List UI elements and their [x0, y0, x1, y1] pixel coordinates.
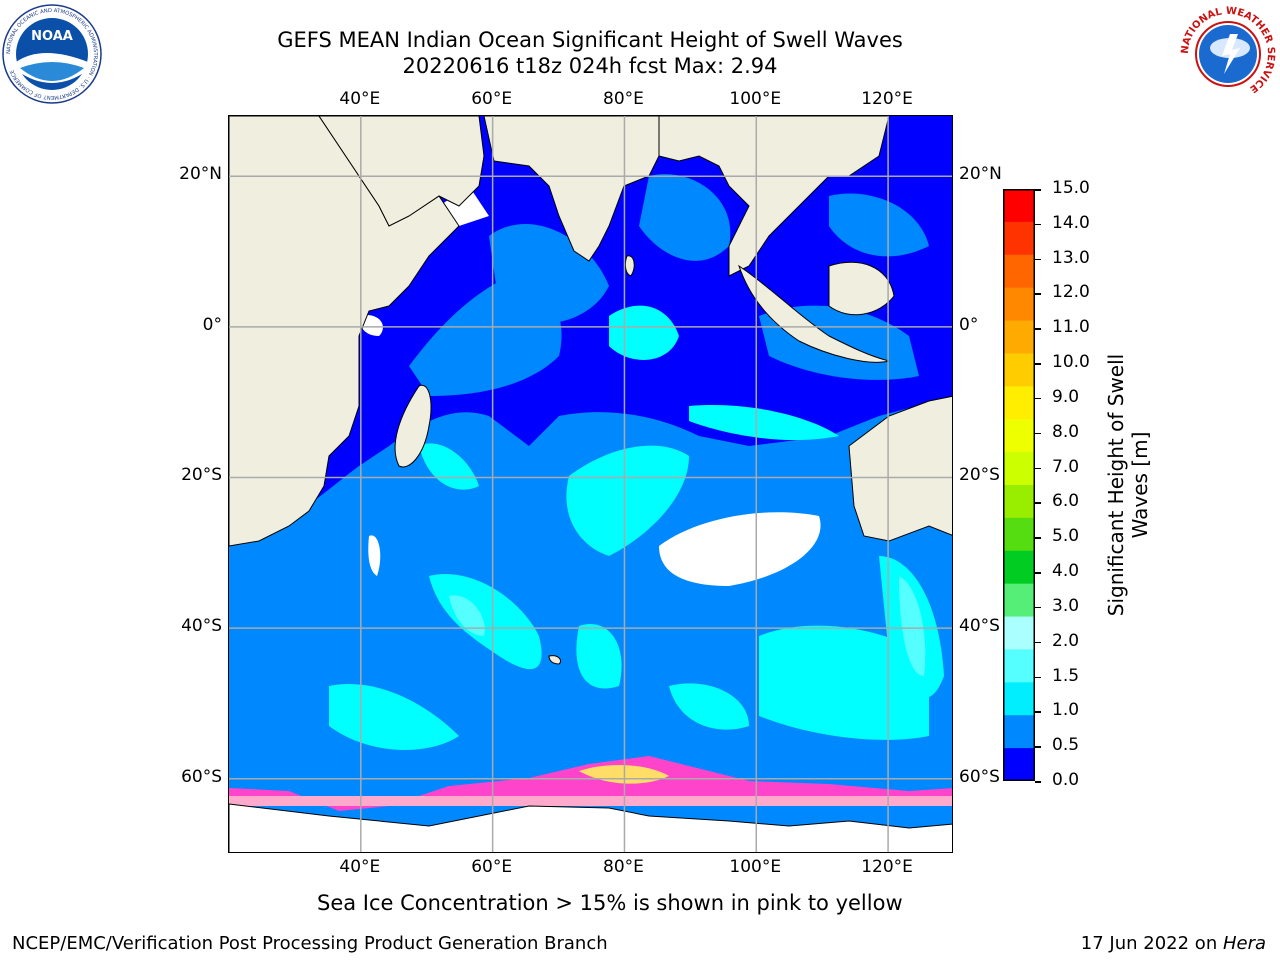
antarctica	[229, 803, 952, 852]
colorbar-tick-label: 0.5	[1052, 735, 1080, 756]
lon-label-top: 40°E	[339, 89, 381, 109]
kerguelen	[548, 655, 562, 665]
colorbar-tick-label: 11.0	[1052, 317, 1090, 338]
sea-ice-note: Sea Ice Concentration > 15% is shown in …	[317, 891, 903, 915]
run-date: 17 Jun 2022 on Hera	[1081, 933, 1266, 954]
colorbar-tick-mark	[1035, 746, 1041, 748]
colorbar-segment	[1003, 682, 1035, 716]
colorbar-segment	[1003, 616, 1035, 650]
india	[483, 116, 660, 262]
colorbar-tick-mark	[1035, 189, 1041, 191]
colorbar-tick-mark	[1035, 572, 1041, 574]
colorbar-tick-mark	[1035, 397, 1041, 400]
lat-label-right: 0°	[959, 314, 979, 335]
colorbar-tick-mark	[1035, 258, 1041, 261]
colorbar-segment	[1003, 452, 1035, 486]
colorbar-segment	[1003, 221, 1035, 256]
lat-label-left: 40°S	[181, 616, 222, 637]
borneo	[828, 261, 895, 316]
nws-logo: NATIONAL WEATHER SERVICE	[1178, 4, 1278, 104]
colorbar-segment	[1003, 320, 1035, 354]
colorbar-tick-label: 1.0	[1052, 700, 1080, 721]
colorbar-tick-label: 3.0	[1052, 595, 1080, 616]
lon-label-bottom: 80°E	[603, 857, 644, 877]
lon-label-top: 120°E	[861, 89, 913, 109]
colorbar-tick-mark	[1035, 711, 1041, 713]
lat-label-right: 40°S	[959, 616, 1000, 637]
map-panel	[228, 115, 953, 853]
colorbar-tick-label: 9.0	[1052, 386, 1080, 407]
colorbar-label-line1: Significant Height of Swell	[1104, 353, 1128, 617]
colorbar-segment	[1003, 715, 1035, 749]
colorbar-segment	[1003, 353, 1035, 387]
colorbar-tick-label: 15.0	[1052, 178, 1090, 198]
colorbar-tick-mark	[1035, 676, 1041, 679]
lat-label-right: 20°N	[959, 164, 1002, 185]
colorbar-label-line2: Waves [m]	[1128, 431, 1152, 539]
graticule	[229, 116, 952, 852]
lat-label-left: 20°N	[179, 164, 222, 185]
lon-label-top: 100°E	[729, 89, 782, 109]
machine-name: Hera	[1222, 933, 1266, 954]
colorbar-tick-label: 12.0	[1052, 282, 1090, 303]
colorbar-tick-mark	[1035, 781, 1041, 783]
sri-lanka	[624, 255, 635, 277]
colorbar-segment	[1003, 254, 1035, 289]
colorbar-tick-label: 0.0	[1052, 770, 1080, 790]
lat-label-right: 60°S	[959, 766, 1000, 787]
colorbar-segment	[1003, 748, 1035, 781]
branch-credit: NCEP/EMC/Verification Post Processing Pr…	[12, 933, 608, 954]
colorbar-segment	[1003, 419, 1035, 453]
colorbar-segment	[1003, 649, 1035, 683]
lon-label-bottom: 40°E	[339, 857, 381, 877]
colorbar-tick-mark	[1035, 328, 1041, 330]
lat-label-left: 20°S	[181, 465, 222, 486]
colorbar-tick-mark	[1035, 363, 1041, 365]
colorbar-segment	[1003, 189, 1035, 223]
lon-label-bottom: 60°E	[471, 857, 513, 877]
colorbar-segment	[1003, 485, 1035, 519]
colorbar-tick-label: 1.5	[1052, 665, 1080, 686]
colorbar-segment	[1003, 386, 1035, 420]
colorbar-tick-label: 13.0	[1052, 247, 1090, 268]
noaa-logo: NOAA NATIONAL OCEANIC AND ATMOSPHERIC AD…	[2, 4, 102, 104]
colorbar-segment	[1003, 287, 1035, 322]
colorbar	[1003, 189, 1035, 781]
colorbar-tick-mark	[1035, 641, 1041, 644]
australia	[848, 395, 952, 542]
madagascar	[394, 384, 432, 468]
lat-label-left: 0°	[202, 314, 222, 335]
colorbar-tick-label: 8.0	[1052, 421, 1080, 442]
sumatra	[738, 264, 890, 363]
colorbar-segment	[1003, 550, 1035, 585]
lon-label-top: 60°E	[471, 89, 513, 109]
swell-band-1.5-2.0	[449, 576, 926, 676]
colorbar-tick-label: 5.0	[1052, 526, 1080, 547]
colorbar-segment	[1003, 583, 1035, 618]
colorbar-segment	[1003, 517, 1035, 552]
chart-title: GEFS MEAN Indian Ocean Significant Heigh…	[277, 28, 903, 52]
svg-text:NOAA: NOAA	[31, 29, 73, 44]
lon-label-bottom: 120°E	[861, 857, 913, 877]
colorbar-tick-label: 4.0	[1052, 561, 1080, 582]
colorbar-tick-mark	[1035, 537, 1041, 539]
colorbar-tick-mark	[1035, 467, 1041, 470]
colorbar-tick-label: 10.0	[1052, 352, 1090, 373]
lon-label-bottom: 100°E	[729, 857, 782, 877]
colorbar-tick-label: 14.0	[1052, 212, 1090, 233]
run-date-text: 17 Jun 2022 on	[1080, 933, 1223, 954]
colorbar-tick-mark	[1035, 606, 1041, 609]
colorbar-tick-mark	[1035, 293, 1041, 295]
lon-label-top: 80°E	[603, 89, 644, 109]
colorbar-tick-mark	[1035, 223, 1041, 226]
colorbar-label: Significant Height of Swell Waves [m]	[1090, 354, 1180, 616]
colorbar-tick-mark	[1035, 432, 1041, 435]
lat-label-right: 20°S	[959, 465, 1000, 486]
colorbar-tick-mark	[1035, 502, 1041, 504]
chart-subtitle: 20220616 t18z 024h fcst Max: 2.94	[402, 54, 778, 78]
lat-label-left: 60°S	[181, 766, 222, 787]
colorbar-tick-label: 7.0	[1052, 456, 1080, 477]
colorbar-tick-label: 6.0	[1052, 491, 1080, 512]
colorbar-tick-label: 2.0	[1052, 630, 1080, 651]
